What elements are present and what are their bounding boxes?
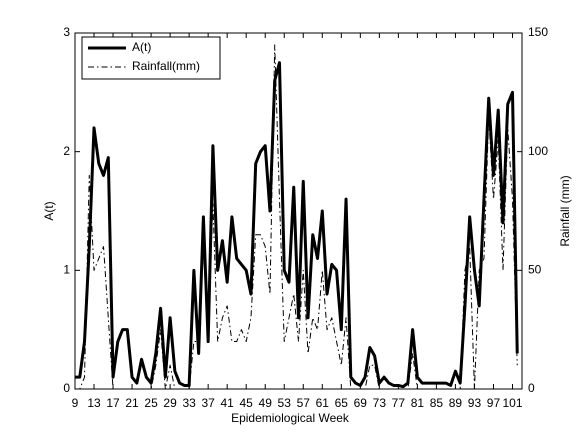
x-tick-label: 53 — [278, 396, 292, 410]
x-tick-label: 81 — [411, 396, 425, 410]
x-tick-label: 13 — [87, 396, 101, 410]
x-tick-label: 73 — [373, 396, 387, 410]
series-line — [75, 44, 518, 390]
x-tick-label: 25 — [144, 396, 158, 410]
x-tick-label: 57 — [297, 396, 311, 410]
x-tick-label: 37 — [201, 396, 215, 410]
x-axis-label: Epidemiological Week — [231, 411, 350, 425]
x-tick-label: 65 — [335, 396, 349, 410]
legend-label: A(t) — [132, 40, 151, 54]
y2-tick-label: 50 — [528, 263, 542, 277]
y-tick-label: 0 — [63, 381, 70, 395]
x-tick-label: 61 — [316, 396, 330, 410]
y-axis-label: A(t) — [42, 201, 56, 220]
y2-tick-label: 100 — [528, 144, 548, 158]
x-tick-label: 77 — [392, 396, 406, 410]
y-tick-label: 1 — [63, 263, 70, 277]
x-tick-label: 85 — [430, 396, 444, 410]
series-line — [75, 61, 519, 389]
plot-frame — [74, 32, 523, 390]
x-tick-label: 9 — [72, 396, 79, 410]
y2-tick-label: 0 — [528, 381, 535, 395]
legend-box — [81, 36, 221, 80]
x-tick-label: 41 — [220, 396, 234, 410]
y-tick-label: 2 — [63, 144, 70, 158]
y2-tick-label: 150 — [528, 25, 548, 39]
x-tick-label: 89 — [449, 396, 463, 410]
x-tick-label: 93 — [468, 396, 482, 410]
x-tick-label: 33 — [182, 396, 196, 410]
x-tick-label: 21 — [125, 396, 139, 410]
x-tick-label: 29 — [163, 396, 177, 410]
x-tick-label: 17 — [106, 396, 120, 410]
x-tick-label: 69 — [354, 396, 368, 410]
x-tick-label: 97 — [487, 396, 501, 410]
x-tick-label: 45 — [240, 396, 254, 410]
y-tick-label: 3 — [63, 25, 70, 39]
x-tick-label: 101 — [502, 396, 522, 410]
y2-axis-label: Rainfall (mm) — [558, 175, 572, 246]
x-tick-label: 49 — [259, 396, 273, 410]
legend-label: Rainfall(mm) — [132, 59, 200, 73]
